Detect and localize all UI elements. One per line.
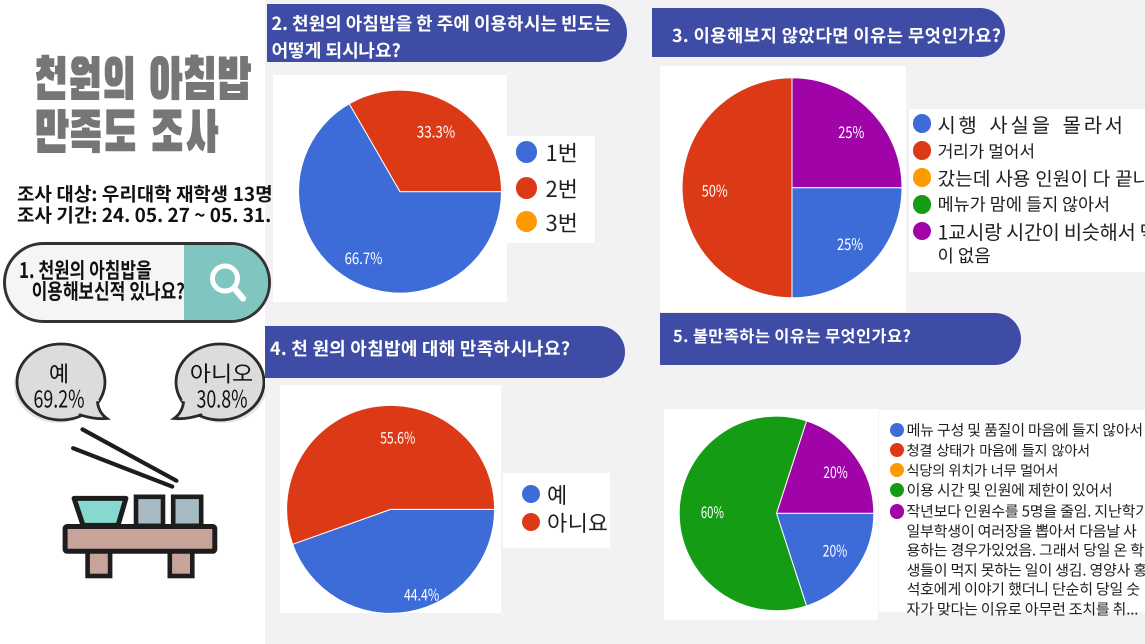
svg-text:25%: 25% — [838, 119, 864, 143]
svg-text:50%: 50% — [702, 177, 728, 201]
svg-text:69.2%: 69.2% — [34, 379, 85, 414]
svg-text:30.8%: 30.8% — [197, 379, 248, 414]
svg-text:아니오: 아니오 — [190, 356, 254, 388]
svg-text:33.3%: 33.3% — [417, 118, 456, 142]
svg-text:예: 예 — [49, 356, 69, 388]
svg-text:44.4%: 44.4% — [404, 582, 440, 606]
svg-text:66.7%: 66.7% — [345, 245, 383, 269]
svg-text:25%: 25% — [837, 231, 863, 255]
svg-text:20%: 20% — [823, 459, 848, 483]
svg-text:55.6%: 55.6% — [380, 425, 415, 449]
svg-text:20%: 20% — [823, 537, 848, 561]
svg-text:60%: 60% — [701, 499, 724, 523]
